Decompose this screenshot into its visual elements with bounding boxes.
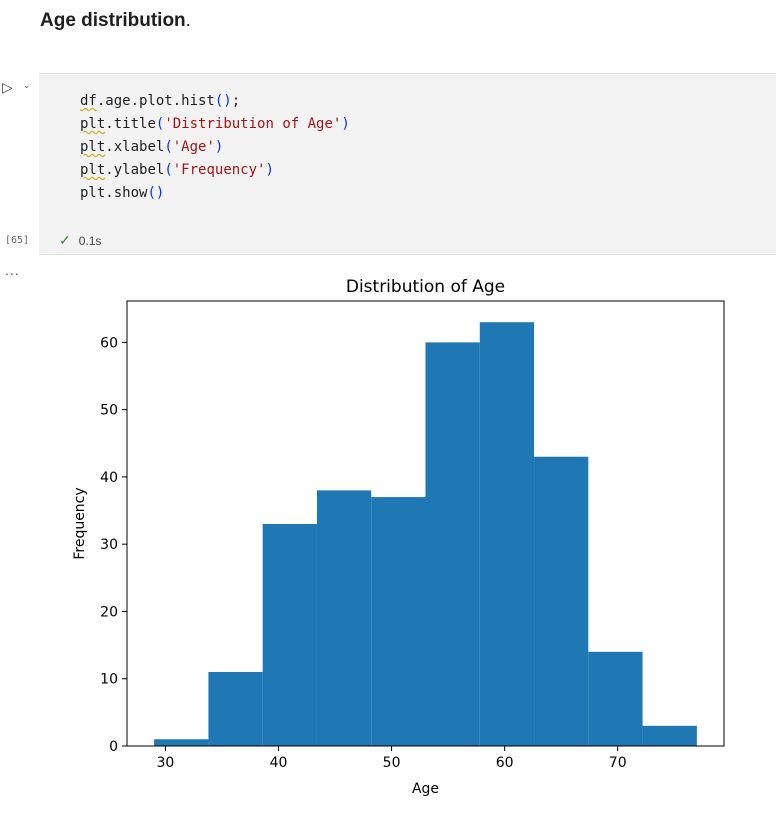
code-token: plt: [80, 162, 106, 178]
code-line: plt.title('Distribution of Age'): [80, 113, 350, 136]
code-token: plt: [80, 139, 106, 155]
code-token: plt: [80, 116, 106, 132]
y-tick-label: 40: [100, 470, 118, 486]
x-tick-label: 70: [609, 755, 627, 771]
code-token: .xlabel: [105, 139, 165, 155]
code-token: (): [147, 185, 165, 201]
x-tick-label: 30: [157, 755, 175, 771]
histogram-bar: [588, 651, 643, 746]
y-axis-label: Frequency: [72, 487, 88, 559]
code-token: ): [214, 139, 224, 155]
chevron-down-icon[interactable]: ⌄: [23, 80, 31, 90]
code-token: ;: [231, 93, 241, 109]
code-token: 'Distribution of Age': [164, 116, 342, 132]
code-token: (): [214, 93, 232, 109]
code-line: plt.xlabel('Age'): [80, 136, 350, 159]
y-tick-label: 60: [100, 335, 118, 351]
code-token: (: [164, 139, 173, 155]
x-tick-label: 50: [383, 755, 401, 771]
check-icon: ✓: [59, 232, 71, 248]
y-tick-label: 10: [100, 672, 118, 688]
code-token: df: [80, 93, 97, 109]
heading-period: .: [185, 10, 191, 31]
code-line: plt.show(): [80, 182, 350, 205]
code-token: 'Age': [172, 139, 215, 155]
play-icon[interactable]: ▷: [2, 79, 13, 95]
histogram-bar: [262, 524, 317, 746]
code-token: .age.plot.hist: [96, 93, 215, 109]
code-token: (: [155, 116, 165, 132]
execution-duration: 0.1s: [78, 234, 102, 248]
y-tick-label: 0: [109, 739, 118, 755]
chart-title: Distribution of Age: [346, 277, 505, 297]
histogram-bar: [642, 725, 697, 746]
histogram-bar: [208, 672, 263, 746]
code-token: .title: [105, 116, 156, 132]
histogram-bar: [154, 739, 209, 746]
x-tick-label: 60: [496, 755, 514, 771]
execution-count: [65]: [5, 235, 30, 246]
histogram-bar: [371, 497, 426, 746]
y-tick-label: 50: [100, 403, 118, 419]
output-more-button[interactable]: ...: [5, 262, 20, 278]
code-token: ): [341, 116, 350, 132]
code-editor[interactable]: df.age.plot.hist(); plt.title('Distributi…: [80, 90, 350, 205]
histogram-bar: [479, 322, 535, 746]
code-cell[interactable]: df.age.plot.hist(); plt.title('Distributi…: [39, 73, 776, 255]
markdown-heading: Age distribution.: [40, 10, 191, 32]
x-tick-label: 40: [270, 755, 288, 771]
code-line: plt.ylabel('Frequency'): [80, 159, 350, 182]
histogram-bar: [534, 456, 589, 746]
heading-text: Age distribution: [40, 10, 186, 31]
code-token: ): [265, 162, 274, 178]
code-token: .ylabel: [105, 162, 165, 178]
histogram-bar: [316, 490, 372, 746]
x-axis-label: Age: [412, 781, 439, 797]
y-tick-label: 30: [100, 537, 118, 553]
y-tick-label: 20: [100, 604, 118, 620]
histogram-bar: [425, 342, 480, 746]
code-token: 'Frequency': [172, 162, 266, 178]
plot-frame: [126, 300, 725, 747]
execution-status: ✓ 0.1s: [59, 232, 101, 249]
code-token: .show: [105, 185, 148, 201]
code-token: plt: [80, 185, 106, 201]
code-token: (: [164, 162, 173, 178]
code-line: df.age.plot.hist();: [80, 90, 350, 113]
